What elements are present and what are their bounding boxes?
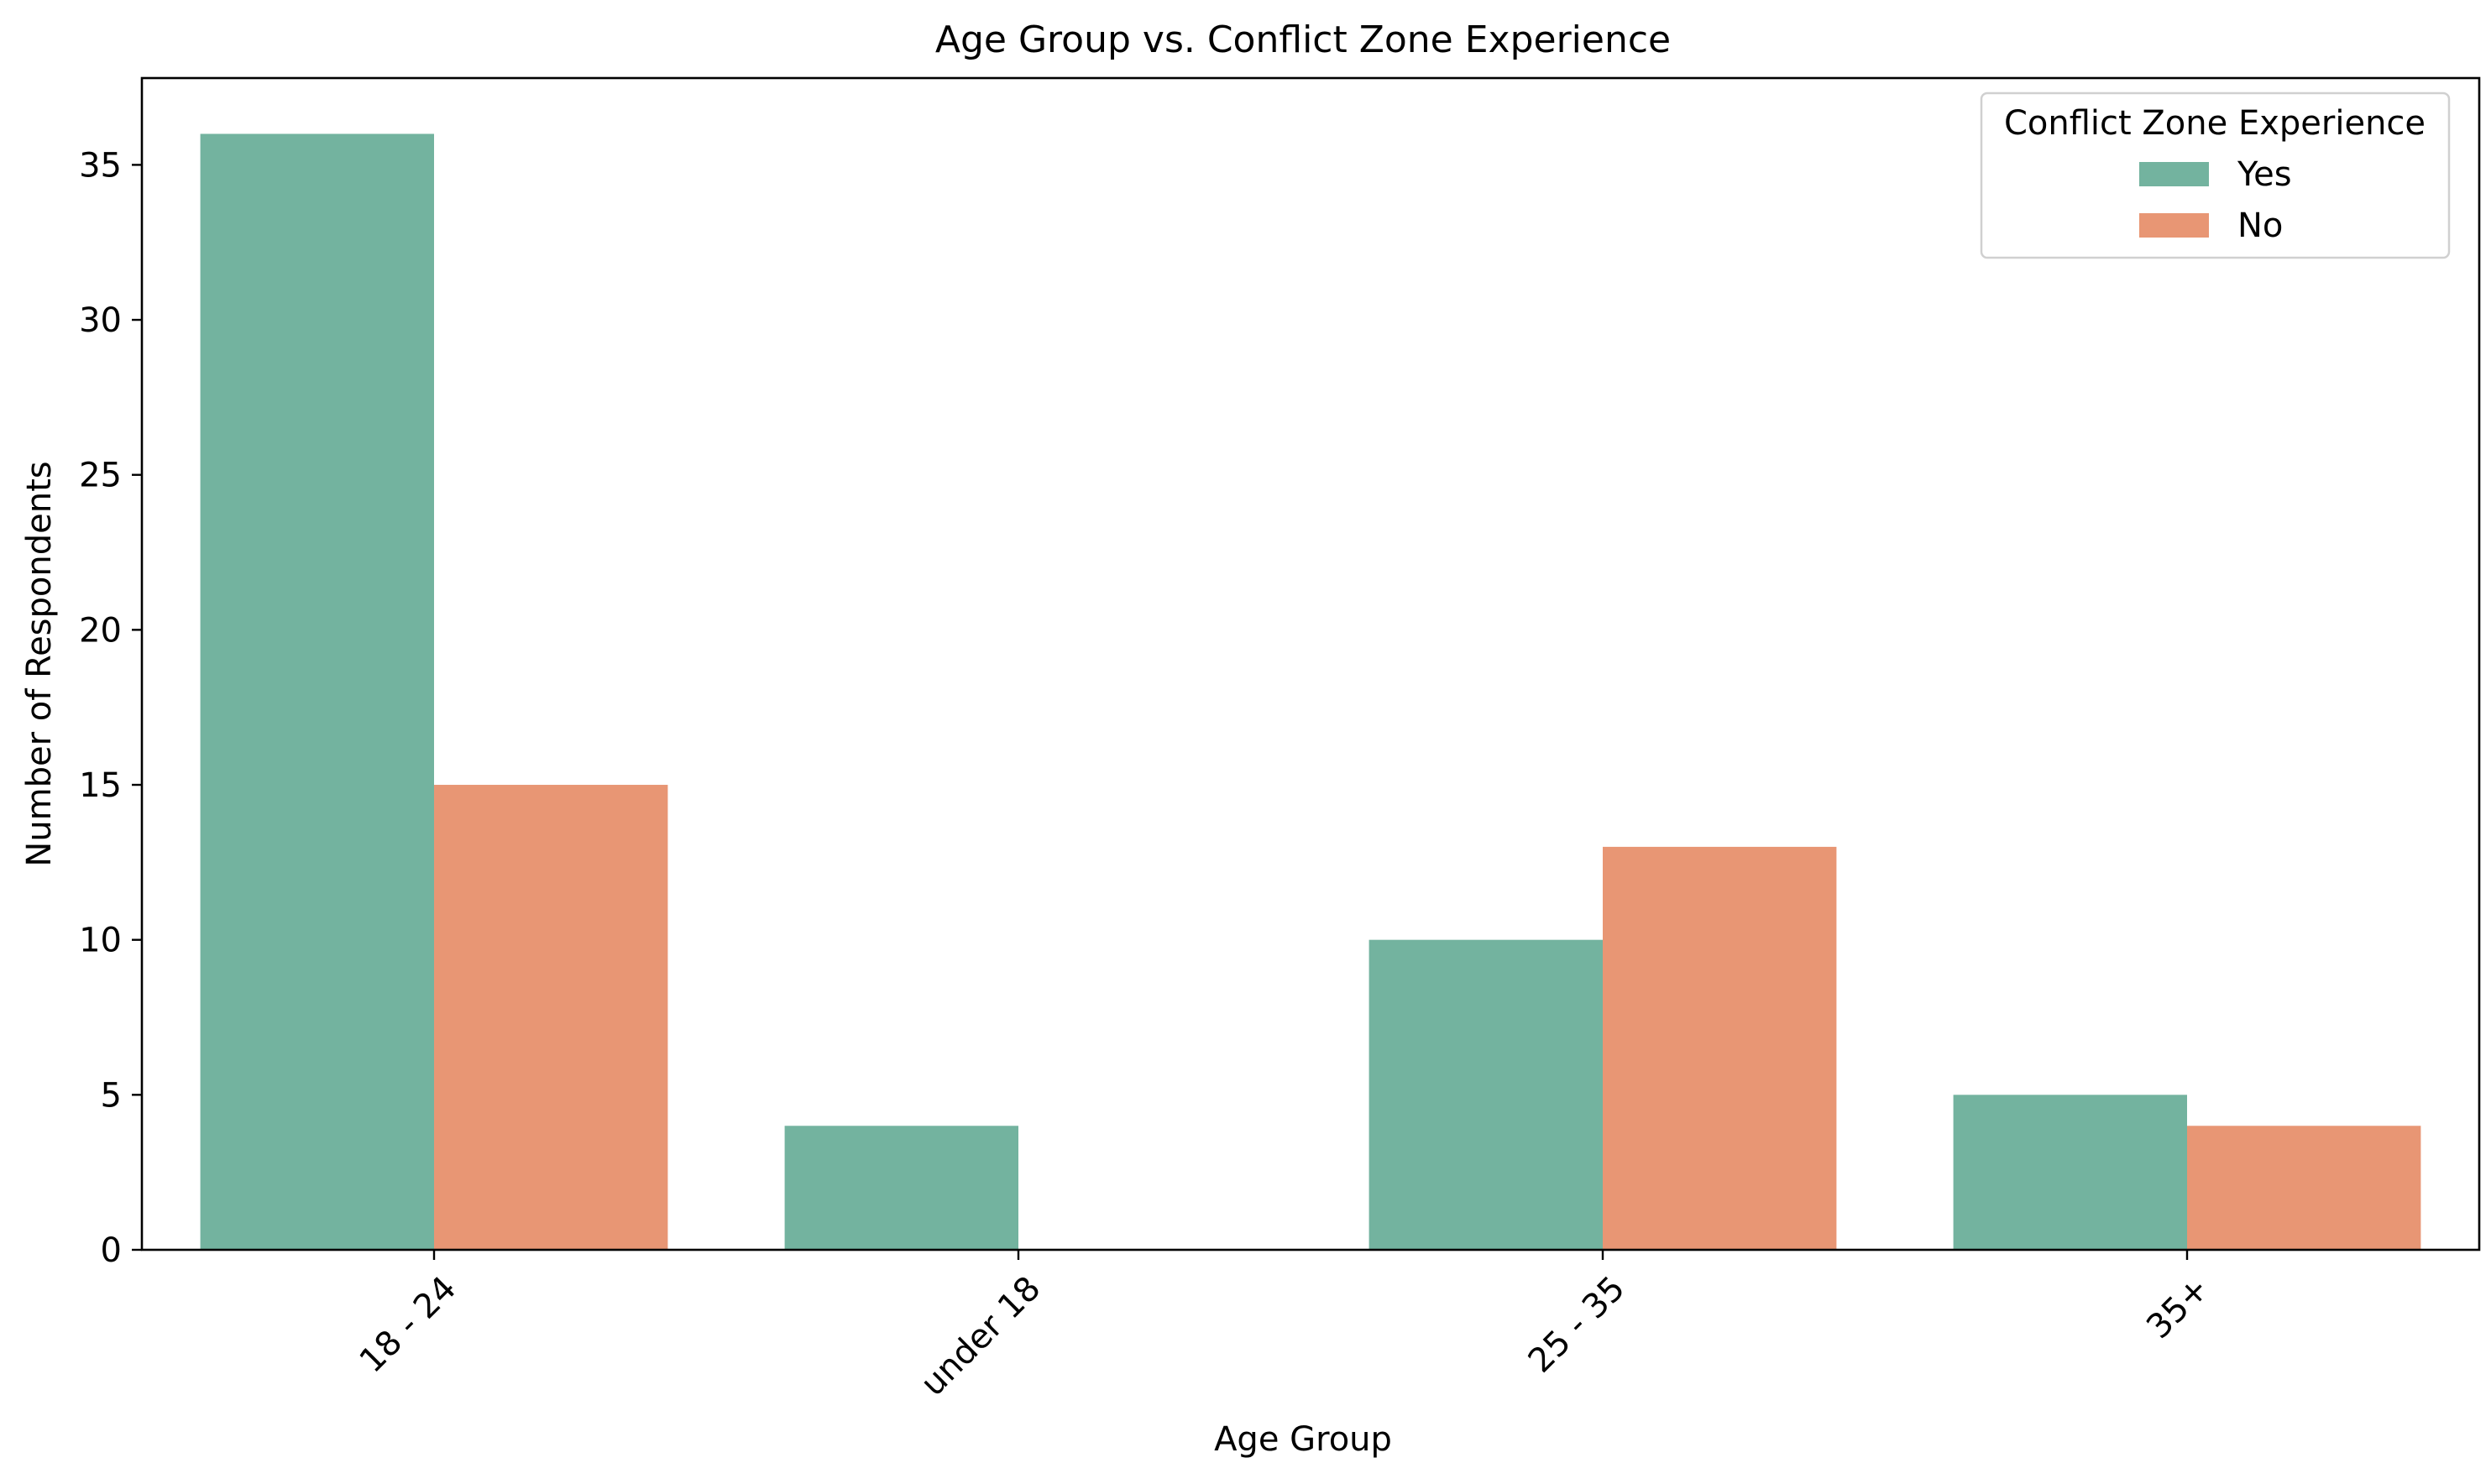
y-tick-label: 30 [79,301,122,340]
legend-label-no: No [2237,206,2283,245]
legend-label-yes: Yes [2237,155,2292,194]
y-tick-label: 25 [79,457,122,495]
y-tick-label: 35 [79,146,122,185]
legend-swatch-no [2139,213,2209,238]
legend-title: Conflict Zone Experience [2004,104,2426,143]
bar-yes-1 [784,1126,1018,1250]
bar-yes-3 [1953,1095,2187,1250]
bar-no-0 [434,785,668,1250]
bars-layer [200,133,2421,1250]
y-axis: 0 5 10 15 20 25 30 35 [79,146,142,1270]
y-tick-label: 20 [79,611,122,650]
plot-frame [140,76,2481,1251]
legend-box [1980,91,2451,259]
y-tick-label: 10 [79,922,122,960]
bar-no-3 [2187,1126,2421,1250]
y-tick-label: 5 [101,1076,122,1115]
bar-yes-2 [1368,939,1603,1250]
y-tick-label: 15 [79,766,122,805]
bar-yes-0 [200,133,434,1250]
x-axis-label: Age Group [1214,1420,1392,1459]
y-tick-label: 0 [101,1231,122,1270]
legend-swatch-yes [2139,162,2209,186]
y-axis-label: Number of Respondents [20,461,59,866]
legend: Conflict Zone Experience Yes No [1980,91,2451,259]
bar-no-2 [1603,846,1837,1250]
chart-title: Age Group vs. Conflict Zone Experience [935,18,1671,61]
